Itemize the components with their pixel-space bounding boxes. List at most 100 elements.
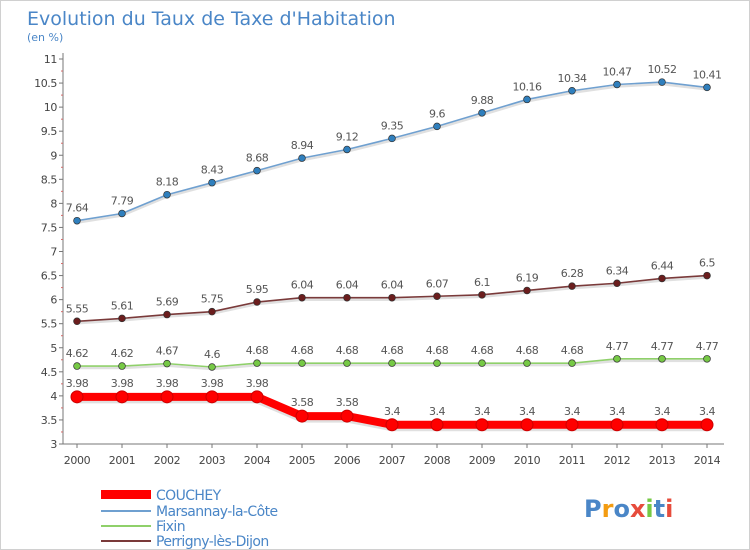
data-point bbox=[163, 359, 171, 368]
data-label: 3.98 bbox=[201, 377, 224, 390]
legend-swatch bbox=[101, 490, 151, 499]
data-label: 4.68 bbox=[291, 344, 314, 357]
data-point bbox=[118, 209, 126, 218]
data-point bbox=[430, 418, 444, 432]
data-point bbox=[478, 109, 486, 117]
data-point bbox=[385, 418, 399, 432]
x-tick-label: 2014 bbox=[694, 454, 721, 467]
y-tick-label: 8.5 bbox=[41, 173, 58, 186]
data-point bbox=[298, 154, 306, 162]
series-line-shadow bbox=[75, 82, 709, 224]
legend-label: COUCHEY bbox=[156, 488, 222, 504]
x-tick-label: 2013 bbox=[649, 454, 676, 467]
y-tick-label: 6 bbox=[50, 294, 57, 307]
data-point bbox=[73, 216, 81, 225]
y-tick-label: 4.5 bbox=[41, 366, 58, 379]
data-label: 10.34 bbox=[558, 72, 587, 85]
data-label: 4.62 bbox=[111, 347, 134, 360]
x-tick-label: 2012 bbox=[604, 454, 630, 467]
y-tick-label: 5 bbox=[50, 342, 57, 355]
data-point bbox=[475, 418, 489, 432]
proxiti-logo: Proxiti bbox=[584, 495, 673, 523]
data-label: 3.58 bbox=[291, 396, 314, 409]
y-tick-label: 9 bbox=[50, 149, 57, 162]
data-label: 3.98 bbox=[66, 377, 89, 390]
data-label: 4.77 bbox=[606, 340, 629, 353]
data-label: 4.68 bbox=[381, 344, 404, 357]
data-point bbox=[523, 286, 531, 295]
data-point bbox=[73, 317, 81, 326]
series-couchey: 3.98 3.98 3.98 3.98 3.98 3.58 3.58 3.4 3.4 3.4 3.4… bbox=[66, 377, 716, 432]
data-point bbox=[613, 355, 621, 363]
data-label: 6.34 bbox=[606, 264, 629, 277]
data-label: 6.04 bbox=[381, 279, 404, 292]
data-label: 8.43 bbox=[201, 164, 224, 177]
data-point bbox=[118, 362, 126, 370]
data-label: 9.6 bbox=[429, 107, 445, 120]
data-label: 6.04 bbox=[336, 279, 359, 292]
data-label: 6.19 bbox=[516, 271, 539, 284]
data-label: 3.4 bbox=[384, 405, 400, 418]
data-point bbox=[700, 418, 714, 432]
data-point bbox=[655, 418, 669, 432]
legend: COUCHEYMarsannay-la-CôteFixinPerrigny-lè… bbox=[101, 488, 278, 549]
data-point bbox=[73, 362, 81, 370]
data-label: 4.68 bbox=[246, 344, 269, 357]
data-label: 5.95 bbox=[246, 283, 269, 296]
data-label: 6.1 bbox=[474, 276, 490, 289]
data-point bbox=[388, 359, 396, 367]
data-point bbox=[118, 314, 126, 323]
data-label: 6.28 bbox=[561, 267, 584, 280]
y-tick-label: 8 bbox=[50, 197, 57, 210]
x-tick-label: 2000 bbox=[64, 454, 91, 467]
x-tick-label: 2003 bbox=[199, 454, 226, 467]
data-point bbox=[433, 292, 441, 301]
y-tick-label: 10.5 bbox=[34, 77, 57, 90]
data-label: 9.88 bbox=[471, 94, 494, 107]
data-label: 5.55 bbox=[66, 302, 89, 315]
y-tick-label: 6.5 bbox=[41, 270, 58, 283]
legend-label: Marsannay-la-Côte bbox=[156, 504, 277, 520]
data-label: 3.58 bbox=[336, 396, 359, 409]
x-tick-label: 2001 bbox=[109, 454, 135, 467]
data-label: 4.6 bbox=[204, 348, 220, 361]
x-tick-label: 2008 bbox=[424, 454, 451, 467]
data-label: 7.64 bbox=[66, 202, 89, 215]
data-point bbox=[160, 390, 174, 404]
series-perrigny-l-s-dijon: 5.55 5.61 5.69 5.75 5.95 6.04 6.04 6.04 6.07 6.1 6… bbox=[66, 257, 716, 326]
x-tick-label: 2004 bbox=[244, 454, 271, 467]
legend-item: Marsannay-la-Côte bbox=[101, 504, 278, 520]
data-label: 10.16 bbox=[513, 80, 542, 93]
data-point bbox=[208, 307, 216, 316]
y-tick-label: 7 bbox=[50, 246, 57, 259]
data-label: 4.67 bbox=[156, 345, 179, 358]
y-tick-label: 5.5 bbox=[41, 318, 58, 331]
x-tick-label: 2007 bbox=[379, 454, 406, 467]
data-label: 8.94 bbox=[291, 139, 314, 152]
series-marsannay-la-c-te: 7.64 7.79 8.18 8.43 8.68 8.94 9.12 9.35 9.6 9.88 1… bbox=[66, 63, 722, 225]
data-label: 6.07 bbox=[426, 277, 449, 290]
chart-title: Evolution du Taux de Taxe d'Habitation bbox=[27, 8, 396, 30]
data-label: 5.69 bbox=[156, 296, 179, 309]
data-point bbox=[433, 122, 441, 131]
x-tick-label: 2002 bbox=[154, 454, 180, 467]
data-point bbox=[163, 310, 171, 319]
data-point bbox=[478, 291, 486, 299]
data-label: 4.68 bbox=[516, 344, 539, 357]
data-label: 3.4 bbox=[609, 405, 625, 418]
data-point bbox=[658, 355, 666, 363]
data-point bbox=[613, 279, 621, 288]
data-point bbox=[658, 274, 666, 283]
chart-subtitle: (en %) bbox=[27, 31, 63, 44]
data-label: 3.4 bbox=[429, 405, 445, 418]
x-tick-label: 2010 bbox=[514, 454, 541, 467]
x-tick-label: 2005 bbox=[289, 454, 316, 467]
legend-label: Perrigny-lès-Dijon bbox=[156, 534, 269, 549]
y-tick-label: 3.5 bbox=[41, 414, 58, 427]
data-point bbox=[70, 390, 84, 404]
data-point bbox=[208, 363, 216, 371]
data-point bbox=[610, 418, 624, 432]
data-point bbox=[568, 359, 576, 367]
data-point bbox=[340, 409, 354, 423]
